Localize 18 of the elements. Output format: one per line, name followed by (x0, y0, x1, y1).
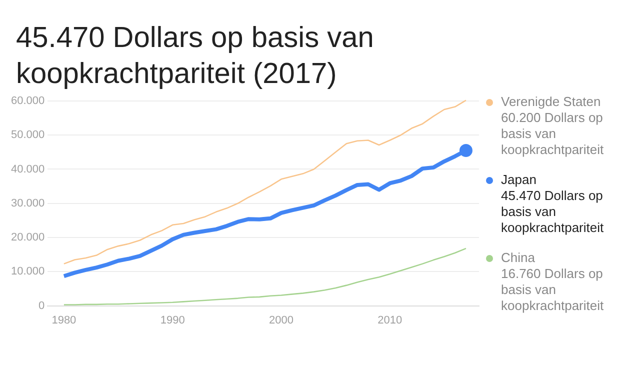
y-tick-label: 10.000 (10, 266, 45, 278)
text: 60.200 Dollars op basis van koopkrachtpariteit (501, 110, 605, 158)
text: 16.760 Dollars op basis van koopkrachtpariteit (501, 266, 605, 314)
y-tick-label: 60.000 (10, 94, 45, 107)
legend-label: China (501, 250, 536, 266)
y-tick-label: 20.000 (10, 232, 45, 244)
legend-label: Verenigde Staten (501, 94, 602, 110)
x-tick-label: 2010 (378, 314, 402, 326)
y-tick-label: 40.000 (10, 163, 45, 176)
legend-label: Japan (501, 172, 538, 188)
x-tick-label: 2000 (269, 314, 294, 326)
y-tick-label: 0 (38, 300, 45, 312)
chart-title: 45.470 Dollars op basis van koopkrachtpariteit (2017) (15, 21, 375, 90)
y-tick-label: 50.000 (10, 129, 45, 142)
x-tick-label: 1990 (160, 314, 185, 326)
x-tick-label: 1980 (52, 314, 76, 326)
text: 45.470 Dollars op basis van koopkrachtpariteit (501, 188, 605, 236)
y-tick-label: 30.000 (10, 197, 45, 210)
